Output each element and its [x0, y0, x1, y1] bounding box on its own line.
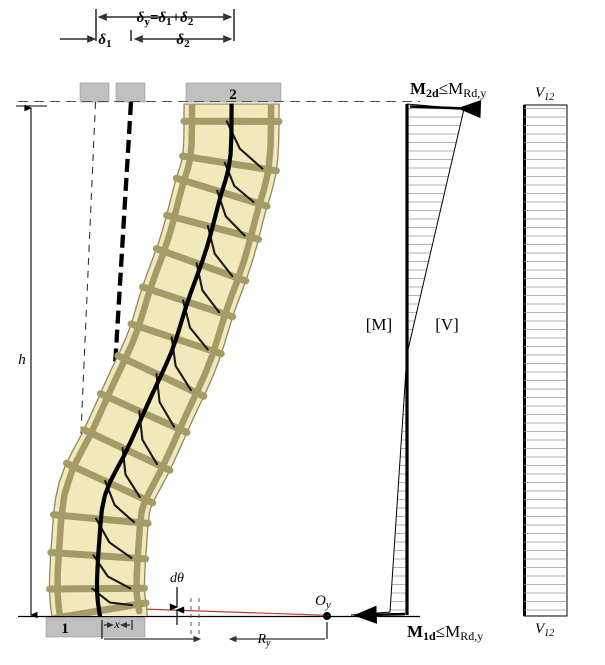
svg-text:1: 1: [61, 621, 69, 637]
svg-text:2: 2: [229, 87, 237, 103]
svg-text:[V]: [V]: [435, 315, 459, 334]
svg-text:x: x: [113, 617, 120, 631]
svg-text:[M]: [M]: [366, 315, 392, 334]
svg-text:dθ: dθ: [170, 571, 184, 586]
svg-text:h: h: [18, 352, 26, 368]
